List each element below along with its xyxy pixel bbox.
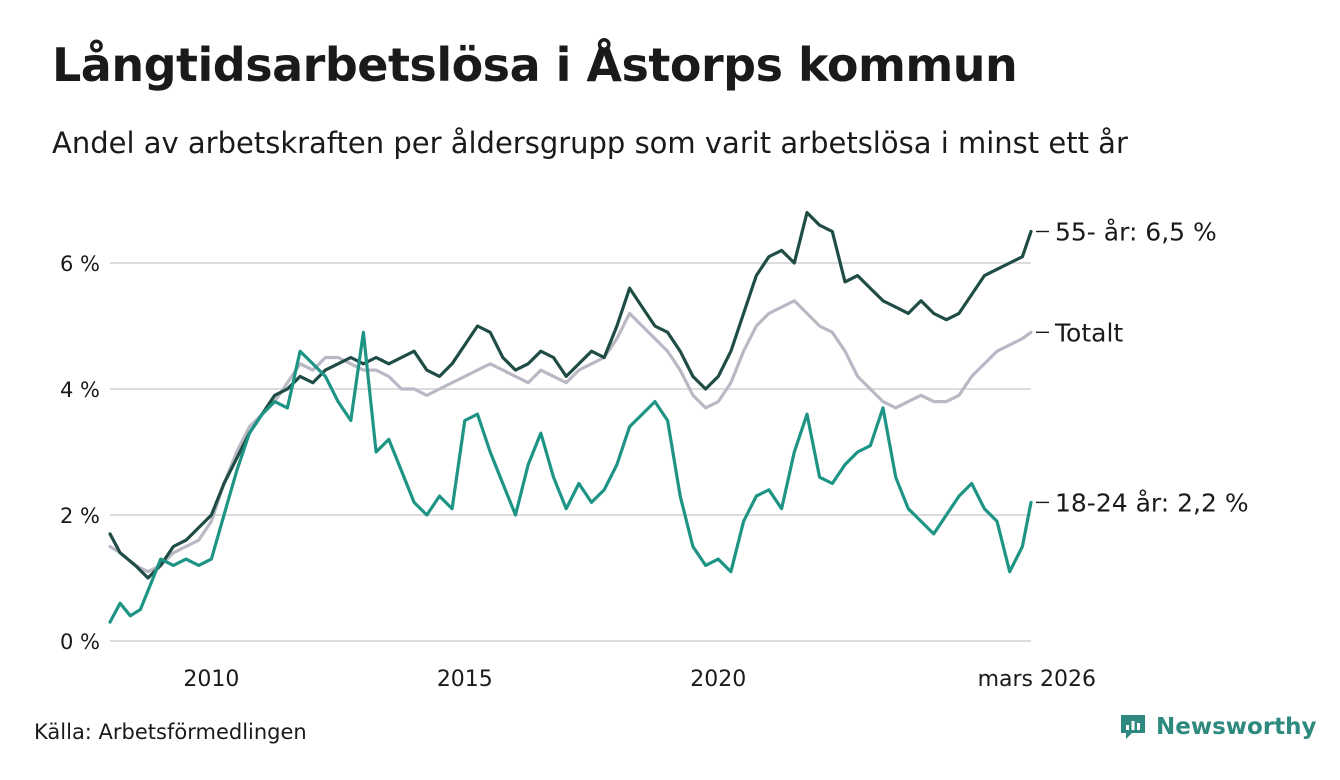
- y-tick-label: 2 %: [60, 504, 100, 528]
- end-label-total: Totalt: [1054, 318, 1123, 347]
- series-line-s55: [108, 211, 1033, 580]
- x-tick-label: 2015: [437, 667, 493, 692]
- brand-name: Newsworthy: [1156, 714, 1317, 740]
- x-tick-label: 2010: [183, 667, 239, 692]
- chart-subtitle: Andel av arbetskraften per åldersgrupp s…: [52, 126, 1128, 160]
- series-lines: [108, 211, 1033, 624]
- x-axis-tick-labels: 2010 2015 2020 mars 2026: [183, 667, 1096, 692]
- y-tick-label: 6 %: [60, 252, 100, 276]
- series-end-labels: 55- år: 6,5 % Totalt 18-24 år: 2,2 %: [1036, 218, 1249, 517]
- chart-title: Långtidsarbetslösa i Åstorps kommun: [52, 38, 1018, 92]
- brand-logo: Newsworthy: [1118, 712, 1317, 742]
- end-label-s55: 55- år: 6,5 %: [1055, 218, 1217, 247]
- x-tick-label: 2020: [690, 667, 746, 692]
- y-tick-label: 0 %: [60, 630, 100, 654]
- line-chart: 0 % 2 % 4 % 6 % 2010 2015 2020 mars 2026 55- å…: [60, 211, 1249, 692]
- gridlines: [110, 262, 1031, 642]
- end-label-s1824: 18-24 år: 2,2 %: [1055, 488, 1249, 517]
- x-tick-label: mars 2026: [978, 667, 1096, 692]
- series-line-s1824: [108, 330, 1033, 624]
- y-tick-label: 4 %: [60, 378, 100, 402]
- source-note: Källa: Arbetsförmedlingen: [34, 720, 307, 744]
- y-axis-tick-labels: 0 % 2 % 4 % 6 %: [60, 252, 100, 654]
- newsworthy-logo-icon: [1121, 715, 1145, 739]
